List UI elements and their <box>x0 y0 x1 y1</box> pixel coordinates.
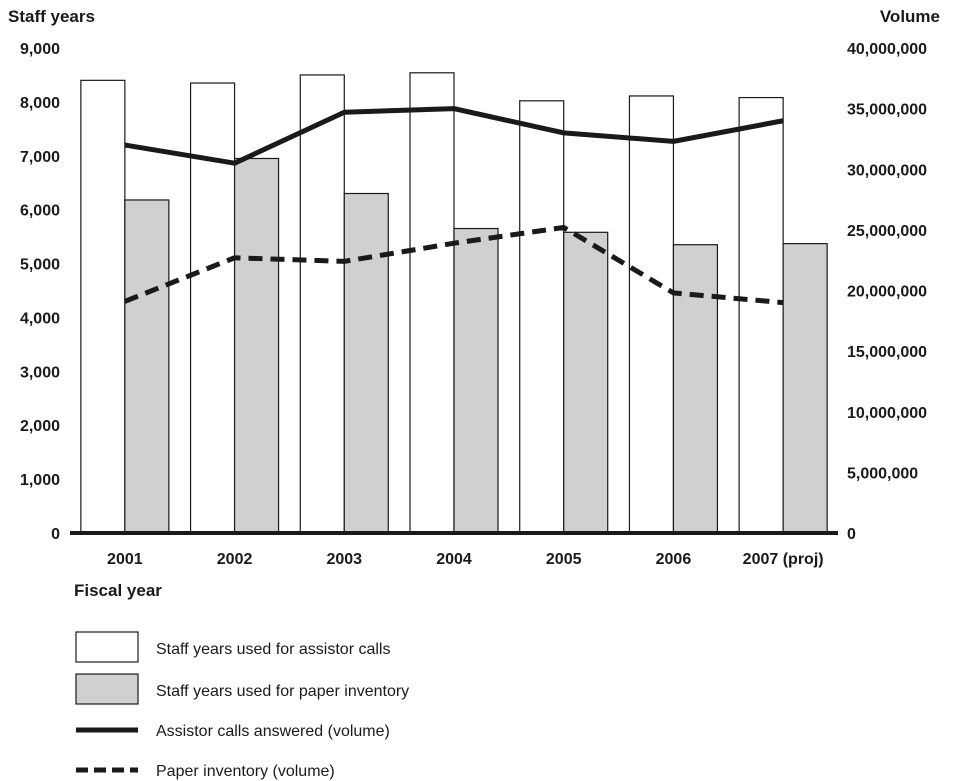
legend-swatch <box>75 631 139 663</box>
left-tick-label: 6,000 <box>20 203 60 220</box>
legend-item: Paper inventory (volume) <box>76 763 335 780</box>
left-tick-label: 3,000 <box>20 364 60 381</box>
right-tick-label: 35,000,000 <box>847 102 927 119</box>
legend-label: Assistor calls answered (volume) <box>156 723 390 740</box>
right-tick-label: 25,000,000 <box>847 223 927 240</box>
bar-paper-inventory <box>672 244 719 534</box>
left-axis-ticks: 0 1,000 2,000 3,000 4,000 5,000 6,000 7,000 8,00… <box>20 41 60 543</box>
bar-assistor-calls <box>80 79 126 534</box>
left-axis-title: Staff years <box>8 7 95 26</box>
line-paper-inventory-volume <box>123 224 784 306</box>
x-tick-label: 2005 <box>546 551 582 568</box>
x-axis-labels: 2001 2002 2003 2004 2005 2006 2007 (proj) <box>107 551 824 568</box>
left-tick-label: 5,000 <box>20 257 60 274</box>
bar-paper-inventory <box>124 199 170 534</box>
right-tick-label: 10,000,000 <box>847 405 927 422</box>
bar-assistor-calls <box>628 95 675 534</box>
left-tick-label: 2,000 <box>20 418 60 435</box>
legend-item: Staff years used for assistor calls <box>75 631 390 663</box>
right-tick-label: 20,000,000 <box>847 284 927 301</box>
right-tick-label: 30,000,000 <box>847 162 927 179</box>
bar-paper-inventory <box>563 231 609 534</box>
right-tick-label: 40,000,000 <box>847 41 927 58</box>
x-tick-label: 2003 <box>326 551 362 568</box>
left-tick-label: 7,000 <box>20 149 60 166</box>
legend-item: Staff years used for paper inventory <box>75 673 409 705</box>
bar-assistor-calls <box>519 100 565 534</box>
bar-assistor-calls <box>409 72 455 534</box>
bar-paper-inventory <box>233 157 280 534</box>
right-tick-label: 5,000,000 <box>847 465 918 482</box>
legend-label: Staff years used for paper inventory <box>156 683 409 700</box>
x-tick-label: 2004 <box>436 551 472 568</box>
bar-assistor-calls <box>189 82 236 534</box>
legend-item: Assistor calls answered (volume) <box>76 723 390 740</box>
bar-assistor-calls <box>299 74 345 534</box>
left-tick-label: 9,000 <box>20 41 60 58</box>
right-axis-title: Volume <box>880 7 940 26</box>
legend-label: Paper inventory (volume) <box>156 763 335 780</box>
legend: Staff years used for assistor calls Staff… <box>75 631 409 780</box>
left-tick-label: 4,000 <box>20 310 60 327</box>
bar-assistor-calls <box>738 96 784 534</box>
right-tick-label: 15,000,000 <box>847 344 927 361</box>
legend-label: Staff years used for assistor calls <box>156 641 390 658</box>
right-tick-label: 0 <box>847 526 856 543</box>
left-tick-label: 8,000 <box>20 95 60 112</box>
bar-paper-inventory <box>782 243 828 534</box>
left-tick-label: 1,000 <box>20 472 60 489</box>
right-axis-ticks: 0 5,000,000 10,000,000 15,000,000 20,000,000… <box>847 41 927 543</box>
bar-paper-inventory <box>453 227 499 534</box>
bar-paper-inventory <box>343 192 389 534</box>
left-tick-label: 0 <box>51 526 60 543</box>
legend-swatch <box>75 673 139 705</box>
x-tick-label: 2007 (proj) <box>743 551 824 568</box>
series-lines <box>123 106 784 306</box>
line-assistor-calls-volume <box>124 106 784 166</box>
x-tick-label: 2001 <box>107 551 143 568</box>
bars <box>80 72 828 534</box>
x-tick-label: 2002 <box>217 551 253 568</box>
x-axis-title: Fiscal year <box>74 581 162 600</box>
x-tick-label: 2006 <box>656 551 692 568</box>
